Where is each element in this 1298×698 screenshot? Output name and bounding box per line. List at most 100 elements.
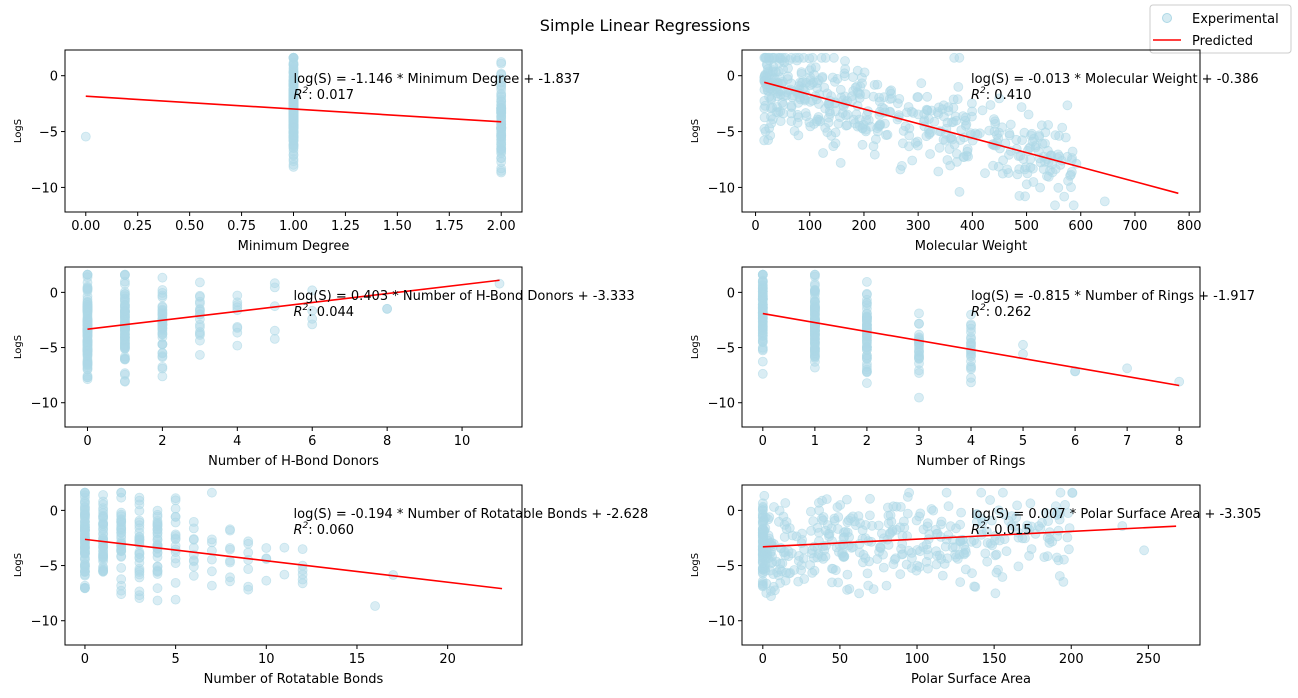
data-point bbox=[902, 107, 912, 118]
data-point bbox=[948, 94, 959, 105]
data-point bbox=[862, 308, 872, 319]
data-point bbox=[990, 116, 1000, 127]
data-point bbox=[774, 505, 785, 516]
data-point bbox=[781, 517, 792, 527]
data-point bbox=[993, 564, 1003, 575]
data-point bbox=[865, 493, 875, 504]
x-tick-label: 1.75 bbox=[435, 219, 464, 234]
data-point bbox=[808, 553, 819, 563]
data-point bbox=[496, 124, 507, 135]
data-point bbox=[80, 131, 91, 142]
y-tick-label: 0 bbox=[50, 286, 58, 301]
data-point bbox=[496, 69, 507, 80]
data-point bbox=[82, 284, 93, 295]
data-point bbox=[820, 122, 831, 133]
data-point bbox=[170, 594, 181, 605]
data-point bbox=[820, 551, 831, 562]
data-point bbox=[999, 509, 1010, 520]
data-point bbox=[853, 511, 864, 521]
x-tick-label: 0.25 bbox=[123, 219, 152, 234]
x-tick-label: 20 bbox=[439, 652, 456, 667]
data-point bbox=[797, 535, 807, 545]
data-point bbox=[152, 595, 163, 606]
r-squared-annotation: R2: 0.015 bbox=[971, 521, 1032, 538]
data-point bbox=[288, 67, 299, 78]
data-point bbox=[911, 515, 922, 526]
data-point bbox=[188, 534, 199, 544]
data-point bbox=[279, 542, 290, 553]
data-point bbox=[194, 349, 205, 360]
data-point bbox=[898, 138, 908, 149]
data-point bbox=[844, 584, 855, 594]
x-tick-label: 4 bbox=[967, 434, 975, 449]
data-point bbox=[157, 272, 168, 283]
data-point bbox=[225, 572, 235, 583]
data-point bbox=[1013, 561, 1024, 572]
data-point bbox=[783, 63, 793, 74]
data-point bbox=[810, 301, 820, 312]
data-point bbox=[966, 323, 976, 334]
data-point bbox=[998, 487, 1008, 498]
data-point bbox=[243, 536, 254, 547]
data-point bbox=[883, 502, 893, 513]
data-point bbox=[890, 553, 901, 564]
y-axis-label: LogS bbox=[690, 119, 701, 143]
data-point bbox=[907, 553, 917, 564]
data-point bbox=[1050, 130, 1061, 141]
data-point bbox=[862, 342, 872, 353]
x-tick-label: 6 bbox=[308, 434, 316, 449]
data-point bbox=[925, 149, 935, 159]
data-point bbox=[967, 98, 977, 109]
subplot-2: 0 100 200 300 400 500 600 700 800 0 −5 −10 Molecular… bbox=[690, 49, 1259, 254]
x-tick-label: 7 bbox=[1123, 434, 1131, 449]
data-point bbox=[937, 570, 948, 581]
data-point bbox=[82, 343, 93, 354]
data-point bbox=[880, 118, 890, 129]
data-point bbox=[760, 549, 771, 560]
data-point bbox=[120, 276, 130, 287]
data-point bbox=[887, 526, 898, 537]
x-tick-label: 5 bbox=[1019, 434, 1027, 449]
data-point bbox=[780, 550, 791, 561]
data-point bbox=[783, 71, 793, 82]
data-point bbox=[842, 120, 853, 131]
data-point bbox=[938, 100, 949, 111]
data-point bbox=[134, 590, 145, 601]
equation-annotation: log(S) = -0.013 * Molecular Weight + -0.… bbox=[971, 72, 1259, 87]
data-point bbox=[928, 505, 939, 516]
data-point bbox=[757, 563, 768, 573]
data-point bbox=[842, 494, 852, 505]
y-axis-label: LogS bbox=[13, 553, 24, 577]
data-point bbox=[157, 301, 168, 312]
data-point bbox=[980, 548, 991, 559]
data-point bbox=[120, 291, 130, 302]
data-point bbox=[911, 565, 922, 576]
data-point bbox=[824, 106, 835, 117]
x-tick-label: 400 bbox=[960, 219, 985, 234]
data-point bbox=[766, 558, 777, 569]
data-point bbox=[987, 540, 997, 551]
y-tick-label: −5 bbox=[39, 126, 58, 141]
data-point bbox=[840, 64, 851, 74]
data-point bbox=[918, 542, 929, 552]
data-point bbox=[954, 186, 965, 197]
data-point bbox=[860, 124, 871, 135]
data-point bbox=[877, 528, 887, 539]
data-point bbox=[307, 313, 318, 324]
data-point bbox=[98, 508, 108, 518]
data-point bbox=[757, 368, 768, 379]
data-point bbox=[152, 520, 163, 531]
data-point bbox=[852, 65, 863, 76]
data-point bbox=[1028, 177, 1039, 187]
data-point bbox=[931, 559, 942, 570]
data-point bbox=[157, 352, 168, 363]
data-point bbox=[952, 148, 962, 159]
data-point bbox=[1064, 523, 1075, 533]
r-squared-annotation: R2: 0.060 bbox=[294, 521, 355, 538]
data-point bbox=[757, 330, 768, 341]
data-point bbox=[1053, 525, 1064, 536]
data-point bbox=[116, 527, 127, 538]
data-point bbox=[769, 502, 779, 512]
r-squared-annotation: R2: 0.410 bbox=[971, 86, 1032, 103]
x-tick-label: 1.00 bbox=[279, 219, 308, 234]
